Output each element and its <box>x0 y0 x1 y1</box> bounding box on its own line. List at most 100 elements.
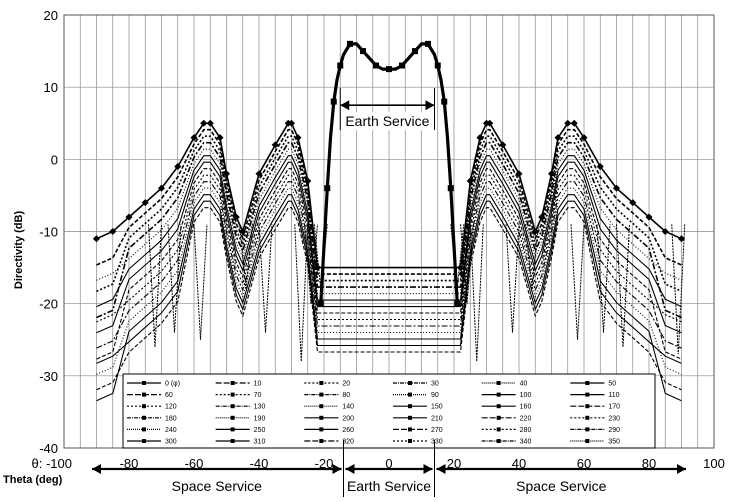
legend-marker <box>408 415 412 420</box>
legend-marker <box>230 415 235 420</box>
arrow-head <box>436 464 446 474</box>
null-trace <box>167 224 182 333</box>
data-marker <box>304 177 312 185</box>
legend-entry: 0 (φ) <box>165 381 180 388</box>
label-bg <box>343 112 432 131</box>
legend-entry: 110 <box>608 392 619 399</box>
data-marker <box>109 227 117 236</box>
legend-entry: 310 <box>254 439 266 446</box>
legend-entry: 30 <box>431 381 439 388</box>
data-marker <box>661 227 669 236</box>
null-trace <box>258 224 273 333</box>
data-marker <box>174 163 182 171</box>
sidelobe-trace <box>96 194 682 402</box>
legend-marker <box>408 381 412 385</box>
data-marker <box>564 119 572 127</box>
data-marker <box>547 170 556 178</box>
legend-marker <box>585 392 590 397</box>
y-axis-label: Directivity (dB) <box>13 211 25 290</box>
x-tick-label: -60 <box>185 456 204 471</box>
legend-box <box>122 373 656 449</box>
legend-entry: 210 <box>431 415 443 422</box>
legend-marker <box>496 381 501 385</box>
data-marker <box>476 134 484 142</box>
legend-marker <box>408 404 412 409</box>
data-marker <box>466 177 474 185</box>
null-trace <box>304 224 318 304</box>
x-tick-label: -80 <box>120 456 139 471</box>
annotations: Earth Service Space Service Earth Service S… <box>92 88 686 497</box>
legend-marker <box>496 392 501 397</box>
data-marker <box>141 199 149 207</box>
data-marker <box>596 163 604 171</box>
x-tick-label: 80 <box>642 456 656 471</box>
data-marker <box>330 98 337 105</box>
x-tick-label: 20 <box>447 456 461 471</box>
legend-marker <box>319 427 324 432</box>
data-marker <box>206 119 214 127</box>
arrow-head <box>677 464 686 474</box>
legend-entry: 170 <box>608 404 620 411</box>
legend-entry: 120 <box>165 404 177 411</box>
legend-entry: 340 <box>520 439 532 446</box>
legend-marker <box>319 415 324 420</box>
sidelobe-trace <box>96 155 682 308</box>
legend-marker <box>319 392 324 397</box>
data-marker <box>157 184 166 192</box>
data-marker <box>216 134 224 142</box>
data-marker <box>347 40 353 47</box>
earth-service-label: Earth Service <box>345 113 429 129</box>
legend-marker <box>585 415 590 420</box>
data-marker <box>486 119 494 127</box>
legend-marker <box>142 381 146 385</box>
data-marker <box>232 213 240 221</box>
null-trace <box>469 224 484 362</box>
null-trace <box>525 224 539 290</box>
legend-entry: 150 <box>431 404 443 411</box>
data-marker <box>373 62 379 69</box>
data-marker <box>531 227 539 236</box>
legend-marker <box>230 381 235 385</box>
legend-marker <box>319 381 324 385</box>
legend-entry: 190 <box>254 415 266 422</box>
y-tick-label: 20 <box>44 8 58 23</box>
x-tick-label: θ: -100 <box>32 456 72 471</box>
null-trace <box>570 224 585 340</box>
legend-entry: 40 <box>520 381 528 388</box>
y-tick-label: 10 <box>44 80 58 95</box>
x-tick-label: -20 <box>315 456 334 471</box>
null-trace <box>596 224 611 333</box>
y-tick-label: -30 <box>39 369 58 384</box>
data-marker <box>239 227 247 236</box>
legend-entry: 260 <box>342 427 354 434</box>
sidelobe-trace <box>96 187 682 375</box>
data-marker <box>499 141 507 149</box>
data-marker <box>92 235 101 243</box>
region-label: Space Service <box>172 478 262 494</box>
tick-labels: -40 -30 -20 -10 0 10 20 θ: -100 -80 -60 -40 -20 0 20 4… <box>32 8 725 471</box>
data-marker <box>570 119 578 127</box>
legend-marker <box>142 427 146 432</box>
sidelobe-trace <box>96 141 682 319</box>
null-trace <box>616 224 630 347</box>
legend-entry: 350 <box>608 439 620 446</box>
legend-entry: 70 <box>254 392 262 399</box>
null-trace <box>294 224 309 362</box>
legend-entry: 270 <box>431 427 443 434</box>
data-marker <box>317 300 324 307</box>
data-marker <box>454 300 461 307</box>
data-marker <box>645 213 653 221</box>
data-marker <box>515 170 523 178</box>
data-marker <box>313 264 322 272</box>
legend-entry: 280 <box>520 427 532 434</box>
data-marker <box>337 62 344 69</box>
data-marker <box>425 40 431 47</box>
arrow-head <box>423 464 433 474</box>
y-tick-label: 0 <box>51 152 58 167</box>
legend-entry: 140 <box>342 404 354 411</box>
data-marker <box>125 213 133 221</box>
legend-entry: 50 <box>608 381 616 388</box>
x-tick-label: -40 <box>250 456 269 471</box>
x-tick-label: 0 <box>385 456 392 471</box>
